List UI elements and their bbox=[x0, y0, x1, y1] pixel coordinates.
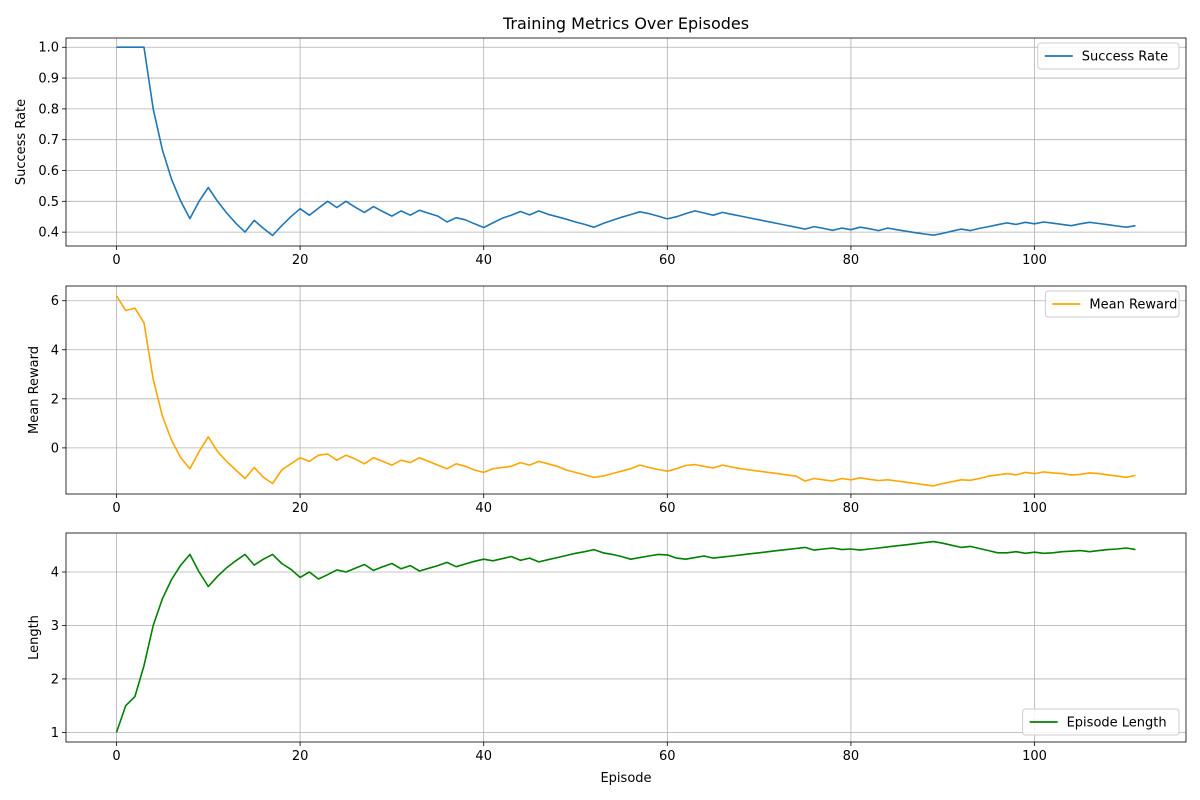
y-tick-label: 0.6 bbox=[38, 164, 59, 179]
x-tick-label: 100 bbox=[1022, 749, 1047, 764]
subplot-1: 0 20 40 60 80 100 0.4 0.5 0.6 0.7 0.8 0.9 1.0 Success… bbox=[14, 37, 1187, 268]
y-axis-label: Length bbox=[27, 615, 42, 660]
x-tick-label: 80 bbox=[843, 253, 860, 268]
y-tick-label: 6 bbox=[51, 294, 59, 309]
x-tick-label: 60 bbox=[659, 501, 676, 516]
y-tick-label: 0.9 bbox=[38, 72, 59, 87]
series-line bbox=[115, 295, 1136, 487]
figure-title: Training Metrics Over Episodes bbox=[502, 14, 749, 33]
axes-frame bbox=[65, 37, 1187, 247]
y-axis-label: Success Rate bbox=[14, 99, 29, 185]
legend-label: Episode Length bbox=[1067, 716, 1167, 731]
subplot-3: 0 20 40 60 80 100 1 2 3 4 Length Episode Length bbox=[27, 532, 1187, 764]
series-line bbox=[116, 46, 1136, 237]
legend-box bbox=[1037, 42, 1180, 70]
x-tick-label: 20 bbox=[292, 501, 309, 516]
legend-label: Mean Reward bbox=[1089, 298, 1177, 313]
y-tick-label: 0.8 bbox=[38, 102, 59, 117]
x-tick-label: 40 bbox=[475, 253, 492, 268]
y-tick-label: 1 bbox=[51, 726, 59, 741]
y-tick-label: 0.5 bbox=[38, 195, 59, 210]
subplots: 0 20 40 60 80 1000.40.50.60.70.80.91.0Success… bbox=[14, 37, 1187, 764]
x-tick-label: 0 bbox=[112, 501, 120, 516]
x-axis-label: Episode bbox=[600, 771, 651, 786]
axes-frame bbox=[65, 532, 1187, 743]
y-tick-label: 0 bbox=[51, 441, 59, 456]
y-tick-label: 2 bbox=[51, 672, 59, 687]
y-tick-label: 4 bbox=[51, 343, 59, 358]
y-axis-label: Mean Reward bbox=[27, 346, 42, 434]
x-tick-label: 0 bbox=[112, 749, 120, 764]
legend: Success Rate bbox=[1037, 42, 1180, 70]
x-tick-label: 20 bbox=[292, 749, 309, 764]
axes-frame bbox=[65, 285, 1187, 495]
legend-label: Success Rate bbox=[1082, 50, 1168, 65]
y-tick-label: 2 bbox=[51, 392, 59, 407]
x-tick-label: 80 bbox=[843, 749, 860, 764]
y-tick-label: 0.7 bbox=[38, 133, 59, 148]
x-tick-label: 40 bbox=[475, 749, 492, 764]
y-tick-label: 3 bbox=[51, 619, 59, 634]
x-tick-label: 60 bbox=[659, 253, 676, 268]
y-tick-label: 4 bbox=[51, 566, 59, 581]
y-tick-label: 1.0 bbox=[38, 41, 59, 56]
subplot-2: 0 20 40 60 80 100 0 2 4 6 Mean Reward Mean Reward bbox=[27, 285, 1187, 516]
legend-box bbox=[1022, 708, 1180, 736]
legend-box bbox=[1044, 290, 1180, 318]
x-tick-label: 100 bbox=[1022, 501, 1047, 516]
legend: Mean Reward bbox=[1044, 290, 1180, 318]
x-tick-label: 20 bbox=[292, 253, 309, 268]
x-tick-label: 0 bbox=[112, 253, 120, 268]
series-line bbox=[115, 540, 1136, 733]
x-tick-label: 80 bbox=[843, 501, 860, 516]
x-tick-label: 40 bbox=[475, 501, 492, 516]
x-tick-label: 60 bbox=[659, 749, 676, 764]
legend: Episode Length bbox=[1022, 708, 1180, 736]
y-tick-label: 0.4 bbox=[38, 226, 59, 241]
x-tick-label: 100 bbox=[1022, 253, 1047, 268]
